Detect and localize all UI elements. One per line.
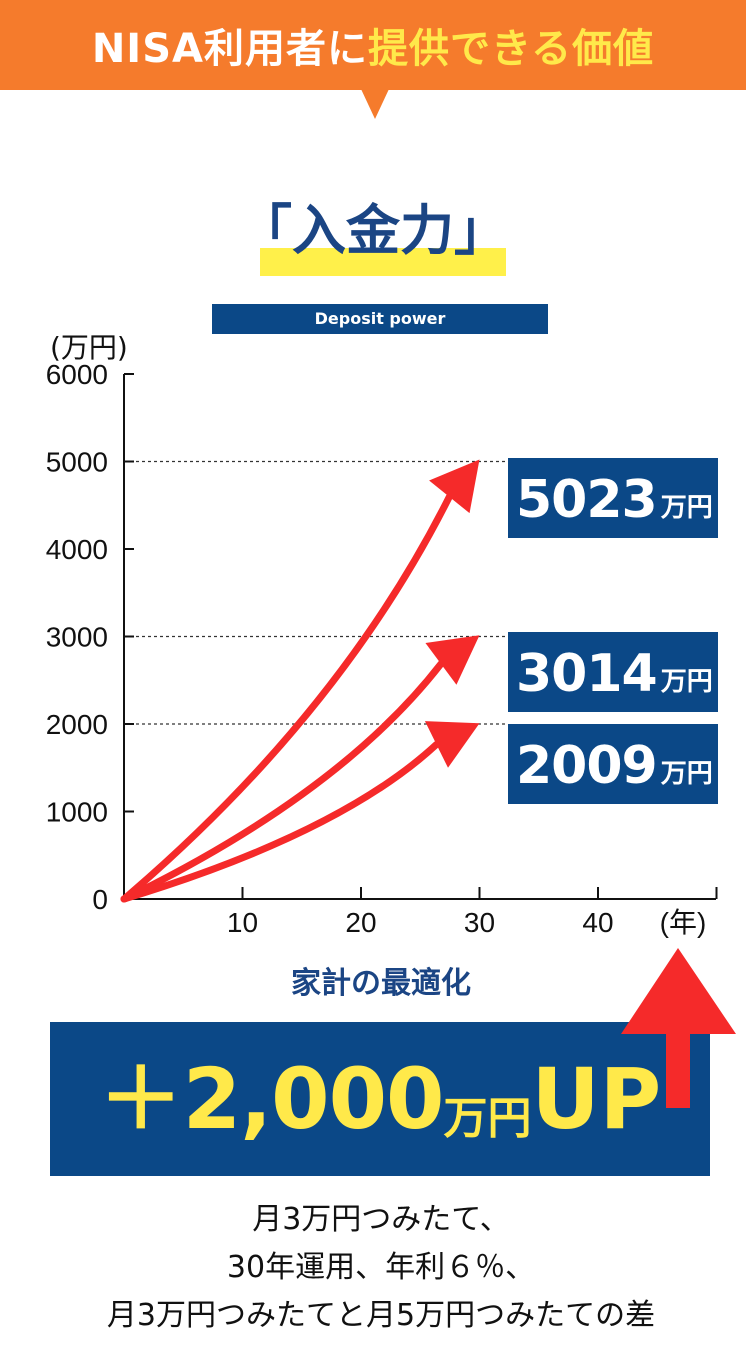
- y-tick-label: 5000: [46, 447, 108, 478]
- deposit-chart: 0 1000 2000 3000 4000 5000 6000 10 20 30 40 (年): [46, 360, 718, 938]
- value-label-number: 3014: [516, 644, 658, 704]
- x-tick-labels: 10 20 30 40: [227, 907, 614, 938]
- y-tick-label: 3000: [46, 622, 108, 653]
- result-amount: 2,000: [182, 1050, 445, 1148]
- y-tick-label: 4000: [46, 534, 108, 565]
- series-arrow-line: [120, 493, 453, 903]
- y-tick-label: 0: [92, 884, 108, 915]
- value-label-unit: 万円: [660, 667, 713, 697]
- series-arrow-head: [429, 459, 480, 514]
- value-label-3: 2009 万円: [508, 724, 718, 804]
- banner-pointer: [361, 89, 389, 119]
- y-tick-label: 2000: [46, 709, 108, 740]
- series-arrow-head: [424, 721, 480, 768]
- series-arrows: [120, 459, 480, 903]
- y-tick-label: 1000: [46, 797, 108, 828]
- page-title: 「入金力」: [238, 199, 508, 262]
- series-arrow-head: [425, 635, 480, 685]
- value-label-number: 2009: [516, 736, 658, 796]
- series-arrow-line: [120, 740, 440, 903]
- value-label-1: 5023 万円: [508, 458, 718, 538]
- subtitle-badge: Deposit power: [212, 304, 548, 334]
- result-unit: 万円: [443, 1093, 532, 1144]
- x-tick-label: 20: [345, 907, 376, 938]
- x-axis-unit-label: (年): [660, 907, 707, 938]
- title-highlight-bar: [260, 248, 506, 276]
- value-label-unit: 万円: [660, 493, 713, 523]
- result-up: UP: [531, 1050, 662, 1148]
- series-arrow-line: [120, 660, 445, 903]
- caption-line: 30年運用、年利６％、: [226, 1250, 536, 1285]
- y-tick-labels: 0 1000 2000 3000 4000 5000 6000: [46, 360, 108, 915]
- optimization-label: 家計の最適化: [291, 966, 471, 1001]
- value-label-2: 3014 万円: [508, 632, 718, 712]
- x-tick-label: 30: [464, 907, 495, 938]
- value-label-number: 5023: [516, 470, 658, 530]
- value-label-unit: 万円: [660, 759, 713, 789]
- banner-highlight: 提供できる価値: [367, 26, 655, 72]
- y-tick-label: 6000: [46, 360, 108, 390]
- y-axis-unit-label: (万円): [50, 331, 128, 364]
- result-box: ＋ 2,000 万円 UP: [50, 1022, 710, 1176]
- caption-line: 月3万円つみたて、: [252, 1202, 510, 1237]
- caption-line: 月3万円つみたてと月5万円つみたての差: [106, 1298, 656, 1333]
- x-tick-label: 40: [582, 907, 613, 938]
- banner-text: NISA利用者に: [91, 26, 368, 72]
- axes: [123, 373, 718, 900]
- plus-sign: ＋: [98, 1050, 183, 1148]
- up-arrow-icon: [621, 948, 736, 1108]
- header-banner: NISA利用者に 提供できる価値: [0, 0, 746, 90]
- x-tick-label: 10: [227, 907, 258, 938]
- caption: 月3万円つみたて、 30年運用、年利６％、 月3万円つみたてと月5万円つみたての…: [0, 1196, 746, 1340]
